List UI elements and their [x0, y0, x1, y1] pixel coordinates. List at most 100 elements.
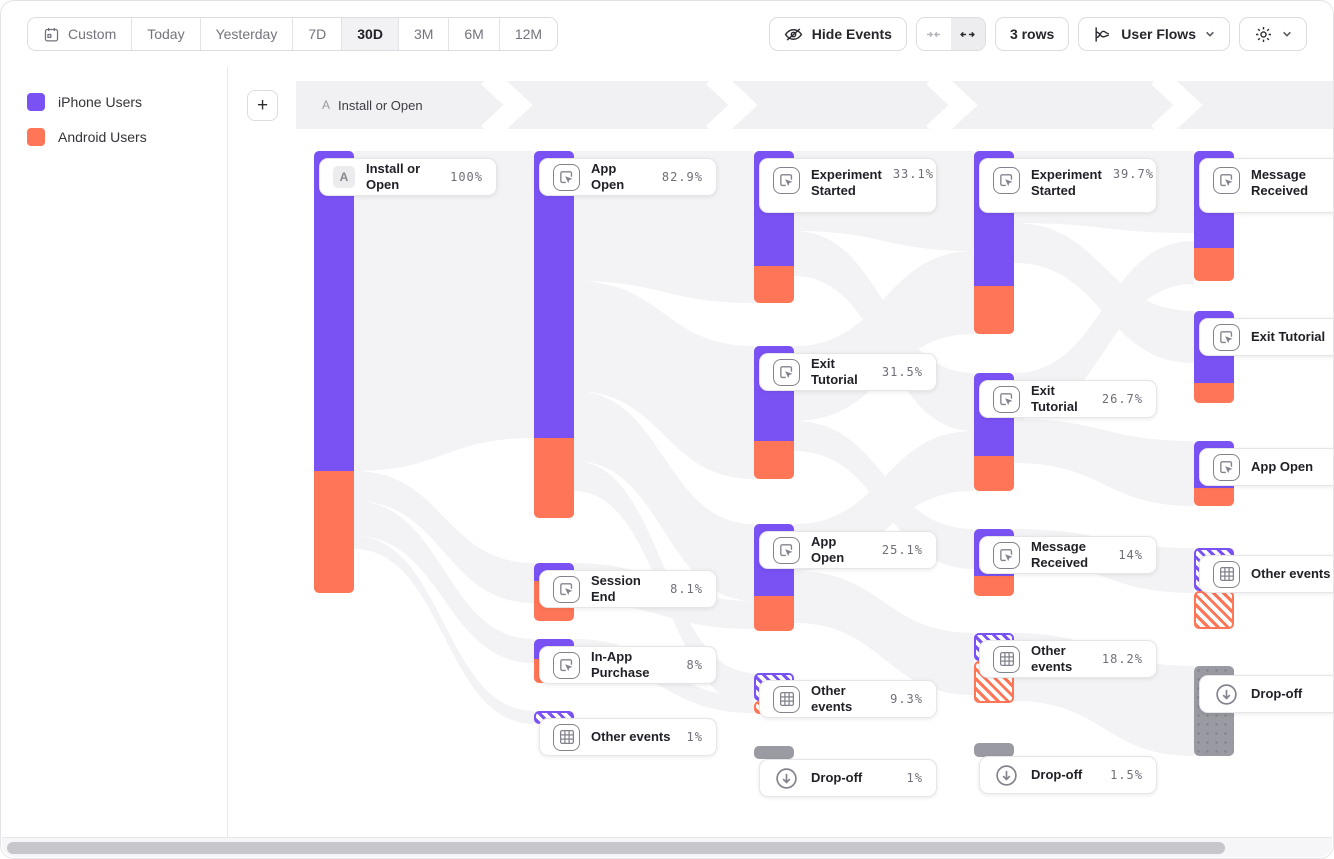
node-label: Drop-off	[811, 769, 863, 785]
event-icon	[773, 358, 800, 386]
node-card-drop-off[interactable]: Drop-off 1.5%	[979, 756, 1157, 794]
chevron-down-icon	[1283, 31, 1291, 37]
node-card-experiment-started[interactable]: Experiment Started 33.1%	[759, 158, 937, 213]
node-label: App Open	[811, 533, 845, 565]
node-label: In-App Purchase	[591, 648, 650, 680]
rows-label: 3 rows	[1009, 26, 1055, 42]
other-events-icon	[993, 645, 1020, 673]
node-percentage: 9.3%	[890, 692, 923, 706]
date-range-3m[interactable]: 3M	[398, 18, 450, 50]
node-label: Drop-off	[1251, 685, 1303, 701]
bar-segment-dropoff	[754, 746, 794, 759]
node-percentage: 100%	[450, 170, 483, 184]
collapse-columns-button[interactable]	[916, 18, 951, 50]
flow-steps-band[interactable]: A Install or Open	[296, 81, 1333, 129]
rows-button[interactable]: 3 rows	[994, 17, 1070, 51]
node-card-other-events[interactable]: Other events 1%	[539, 718, 717, 756]
node-percentage: 1.5%	[1110, 768, 1143, 782]
eye-off-icon	[784, 25, 803, 44]
node-label: Other events	[1031, 642, 1073, 674]
node-card-exit-tutorial[interactable]: Exit Tutorial 31.5%	[759, 353, 937, 391]
step-badge: A	[322, 98, 331, 112]
legend-item[interactable]: iPhone Users	[27, 93, 227, 111]
legend-swatch	[27, 93, 45, 111]
node-label: Exit Tutorial	[1031, 382, 1078, 414]
bar-segment-android	[1194, 248, 1234, 281]
add-step-button[interactable]: +	[247, 90, 278, 121]
node-label: Experiment Started	[811, 167, 882, 199]
date-range-custom[interactable]: Custom	[28, 18, 133, 50]
node-percentage: 1%	[906, 771, 923, 785]
step-chevron-separators	[481, 81, 1203, 129]
view-selector-label: User Flows	[1121, 26, 1196, 42]
node-card-app-open[interactable]: App Open 82.9%	[539, 158, 717, 196]
view-selector-button[interactable]: User Flows	[1078, 17, 1230, 51]
bar-segment-android	[754, 266, 794, 303]
node-percentage: 33.1%	[892, 167, 934, 181]
expand-columns-button[interactable]	[950, 18, 985, 50]
event-icon	[553, 651, 580, 679]
bar-segment-android	[314, 471, 354, 593]
date-range-yesterday[interactable]: Yesterday	[200, 18, 294, 50]
toolbar-right: Hide Events 3 rows User Flows	[768, 17, 1307, 51]
node-percentage: 18.2%	[1101, 652, 1143, 666]
node-card-other-events[interactable]: Other events 9.3%	[759, 680, 937, 718]
bar-segment-android	[974, 576, 1014, 596]
bar-segment-android	[1194, 488, 1234, 506]
node-percentage: 31.5%	[881, 365, 923, 379]
node-label: Other events	[591, 728, 671, 744]
step-badge: A	[333, 166, 355, 188]
settings-dropdown-button[interactable]	[1239, 17, 1307, 51]
node-card-drop-off[interactable]: Drop-off	[1199, 675, 1333, 713]
node-card-exit-tutorial[interactable]: Exit Tutorial	[1199, 318, 1333, 356]
node-card-other-events[interactable]: Other events 18.2%	[979, 640, 1157, 678]
bar-segment-iphone	[314, 151, 354, 471]
node-card-in-app-purchase[interactable]: In-App Purchase 8%	[539, 646, 717, 684]
date-range-30d[interactable]: 30D	[342, 18, 399, 50]
bar-segment-android	[974, 456, 1014, 491]
legend-label: iPhone Users	[58, 94, 143, 110]
sankey-canvas: A Install or Open 100% App Open 82.9% Session…	[228, 129, 1333, 837]
date-range-today[interactable]: Today	[132, 18, 201, 50]
legend-item[interactable]: Android Users	[27, 128, 227, 146]
node-label: Install or Open	[366, 160, 421, 192]
collapse-expand-toggle	[915, 17, 986, 51]
node-percentage: 8%	[686, 658, 703, 672]
node-label: Message Received	[1251, 167, 1309, 199]
hide-events-label: Hide Events	[811, 26, 892, 42]
hide-events-button[interactable]: Hide Events	[768, 17, 907, 51]
date-range-selector: Custom Today Yesterday 7D 30D 3M 6M 12M	[27, 17, 559, 51]
bar-segment-dropoff	[974, 743, 1014, 757]
chevron-down-icon	[1206, 31, 1214, 37]
date-range-6m[interactable]: 6M	[449, 18, 500, 50]
node-label: App Open	[591, 160, 625, 192]
node-card-message-received[interactable]: Message Received 14%	[979, 536, 1157, 574]
date-range-7d[interactable]: 7D	[293, 18, 343, 50]
node-card-drop-off[interactable]: Drop-off 1%	[759, 759, 937, 797]
legend-label: Android Users	[58, 129, 147, 145]
event-icon	[993, 167, 1020, 194]
node-card-app-open[interactable]: App Open 25.1%	[759, 531, 937, 569]
toolbar: Custom Today Yesterday 7D 30D 3M 6M 12M Hide Ev…	[1, 1, 1333, 67]
horizontal-scrollbar-thumb[interactable]	[7, 842, 1225, 854]
horizontal-scrollbar-track	[2, 837, 1332, 857]
node-label: Session End	[591, 572, 641, 604]
node-card-install-or-open[interactable]: A Install or Open 100%	[319, 158, 497, 196]
event-icon	[553, 163, 580, 191]
step-label: Install or Open	[338, 97, 423, 113]
event-icon	[773, 167, 800, 194]
date-range-12m[interactable]: 12M	[499, 18, 558, 50]
node-card-experiment-started[interactable]: Experiment Started 39.7%	[979, 158, 1157, 213]
node-percentage: 25.1%	[881, 543, 923, 557]
flow-step-1: A Install or Open	[296, 98, 423, 113]
node-card-app-open[interactable]: App Open	[1199, 448, 1333, 486]
node-label: App Open	[1251, 458, 1314, 474]
gear-icon	[1254, 25, 1273, 44]
node-card-session-end[interactable]: Session End 8.1%	[539, 570, 717, 608]
node-card-message-received[interactable]: Message Received	[1199, 158, 1333, 213]
node-percentage: 8.1%	[670, 582, 703, 596]
node-percentage: 1%	[686, 730, 703, 744]
node-card-exit-tutorial[interactable]: Exit Tutorial 26.7%	[979, 380, 1157, 418]
node-card-other-events[interactable]: Other events	[1199, 555, 1333, 593]
